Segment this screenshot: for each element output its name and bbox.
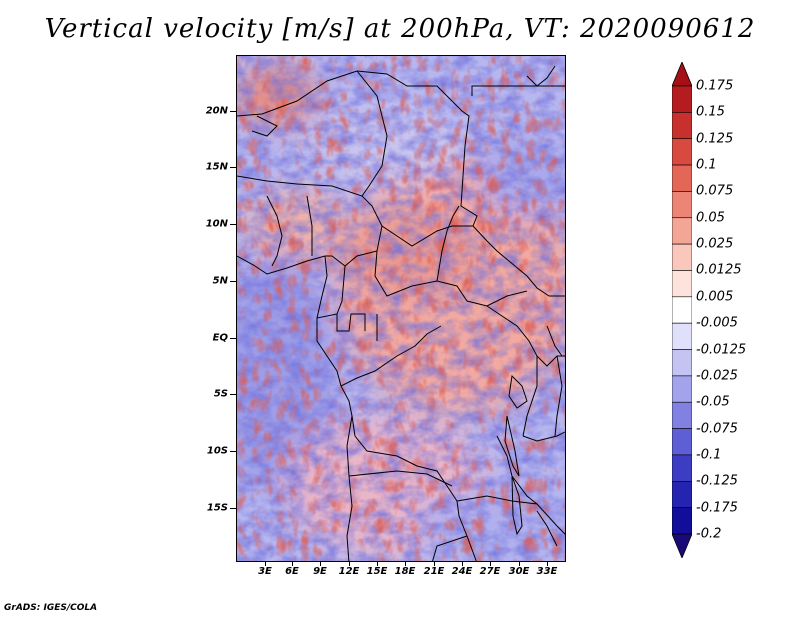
colorbar-label: 0.175 <box>696 78 734 94</box>
lat-tick <box>230 508 236 509</box>
lon-label-3e: 3E <box>258 566 272 577</box>
boundaries <box>237 65 565 561</box>
lat-label-15n: 15N <box>205 161 228 173</box>
colorbar-bin <box>672 85 692 113</box>
lon-label-6e: 6E <box>285 566 299 577</box>
colorbar-label: 0.05 <box>696 210 725 226</box>
lon-tick <box>462 562 463 566</box>
lon-label-33e: 33E <box>536 566 558 577</box>
lon-label-15e: 15E <box>366 566 388 577</box>
colorbar-label: -0.005 <box>696 315 738 331</box>
colorbar-label: -0.0125 <box>696 342 747 358</box>
lat-label-15s: 15S <box>206 502 228 514</box>
colorbar-bin <box>672 164 692 192</box>
lon-tick <box>490 562 491 566</box>
velocity-map <box>236 55 566 562</box>
lat-tick <box>230 224 236 225</box>
colorbar-label: -0.075 <box>696 421 738 437</box>
colorbar-label: 0.125 <box>696 131 734 147</box>
lat-label-5n: 5N <box>212 275 228 287</box>
map-field <box>237 56 565 561</box>
colorbar-bottom-triangle <box>672 533 692 558</box>
colorbar-bin <box>672 454 692 482</box>
lon-tick <box>547 562 548 566</box>
colorbar-bin <box>672 112 692 140</box>
colorbar-label: -0.1 <box>696 447 722 463</box>
lat-label-10n: 10N <box>205 218 228 230</box>
colorbar-bin <box>672 270 692 298</box>
colorbar-bin <box>672 296 692 324</box>
lon-tick <box>405 562 406 566</box>
lat-label-eq: EQ <box>212 332 228 344</box>
lat-tick <box>230 111 236 112</box>
lon-label-27e: 27E <box>479 566 501 577</box>
colorbar-bin <box>672 217 692 245</box>
lon-label-9e: 9E <box>313 566 327 577</box>
colorbar-label: 0.1 <box>696 157 717 173</box>
colorbar-label: 0.0125 <box>696 262 742 278</box>
lon-tick <box>519 562 520 566</box>
lon-tick <box>320 562 321 566</box>
lon-tick <box>434 562 435 566</box>
colorbar-label: -0.125 <box>696 473 738 489</box>
colorbar-label: 0.075 <box>696 183 734 199</box>
lat-label-20n: 20N <box>205 105 228 117</box>
field-noise-red <box>237 56 565 561</box>
lat-tick <box>230 167 236 168</box>
colorbar-label: -0.175 <box>696 500 738 516</box>
colorbar-bin <box>672 191 692 219</box>
colorbar-label: -0.2 <box>696 526 722 542</box>
colorbar-label: -0.05 <box>696 394 730 410</box>
colorbar-label: 0.15 <box>696 104 725 120</box>
colorbar-bin <box>672 401 692 429</box>
lon-tick <box>377 562 378 566</box>
colorbar-bin <box>672 243 692 271</box>
colorbar-bin <box>672 375 692 403</box>
lon-label-30e: 30E <box>508 566 530 577</box>
lon-tick <box>265 562 266 566</box>
colorbar-bin <box>672 349 692 377</box>
colorbar-label: -0.025 <box>696 368 738 384</box>
lon-tick <box>292 562 293 566</box>
lat-tick <box>230 394 236 395</box>
lon-label-24e: 24E <box>451 566 473 577</box>
lat-tick <box>230 451 236 452</box>
colorbar-bin <box>672 428 692 456</box>
lat-label-10s: 10S <box>206 445 228 457</box>
colorbar-bin <box>672 480 692 508</box>
colorbar <box>672 62 692 558</box>
lon-tick <box>349 562 350 566</box>
colorbar-top-triangle <box>672 62 692 87</box>
lon-label-18e: 18E <box>394 566 416 577</box>
lat-tick <box>230 338 236 339</box>
lat-tick <box>230 281 236 282</box>
lon-label-21e: 21E <box>423 566 445 577</box>
colorbar-bin <box>672 507 692 535</box>
colorbar-label: 0.005 <box>696 289 734 305</box>
colorbar-bin <box>672 322 692 350</box>
lon-label-12e: 12E <box>338 566 360 577</box>
chart-title: Vertical velocity [m/s] at 200hPa, VT: 2… <box>44 14 756 44</box>
lat-label-5s: 5S <box>213 388 228 400</box>
colorbar-label: 0.025 <box>696 236 734 252</box>
colorbar-bin <box>672 138 692 166</box>
credit-text: GrADS: IGES/COLA <box>4 603 98 613</box>
